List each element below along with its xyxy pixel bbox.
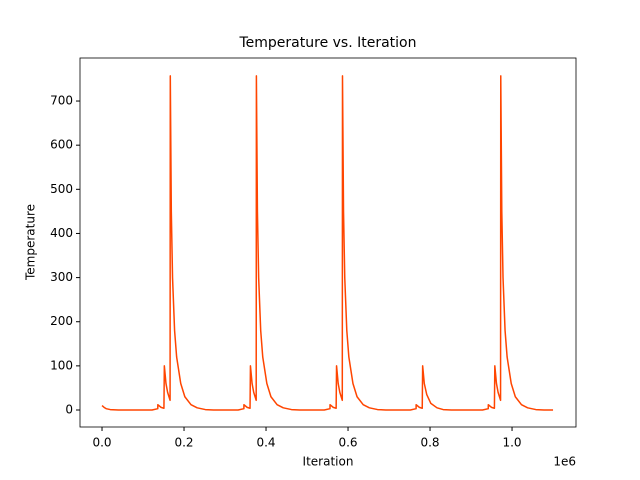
- plot-frame: [79, 57, 577, 428]
- y-tick-label: 300: [50, 270, 73, 284]
- x-offset-label: 1e6: [553, 455, 576, 469]
- x-tick-label: 0.6: [338, 436, 357, 450]
- data-line: [101, 75, 554, 411]
- chart-title: Temperature vs. Iteration: [239, 35, 417, 51]
- y-tick-label: 400: [50, 226, 73, 240]
- y-tick-label: 500: [50, 182, 73, 196]
- y-tick-label: 200: [50, 314, 73, 328]
- y-tick-label: 0: [65, 403, 73, 417]
- x-axis-label: Iteration: [303, 455, 354, 469]
- x-tick-label: 0.8: [420, 436, 439, 450]
- y-tick-label: 100: [50, 358, 73, 372]
- x-tick-label: 0.0: [92, 436, 111, 450]
- x-tick-label: 0.4: [256, 436, 275, 450]
- y-tick-label: 700: [50, 94, 73, 108]
- x-tick-label: 0.2: [174, 436, 193, 450]
- y-axis-label: Temperature: [24, 204, 38, 281]
- y-tick-label: 600: [50, 138, 73, 152]
- x-tick-label: 1.0: [502, 436, 521, 450]
